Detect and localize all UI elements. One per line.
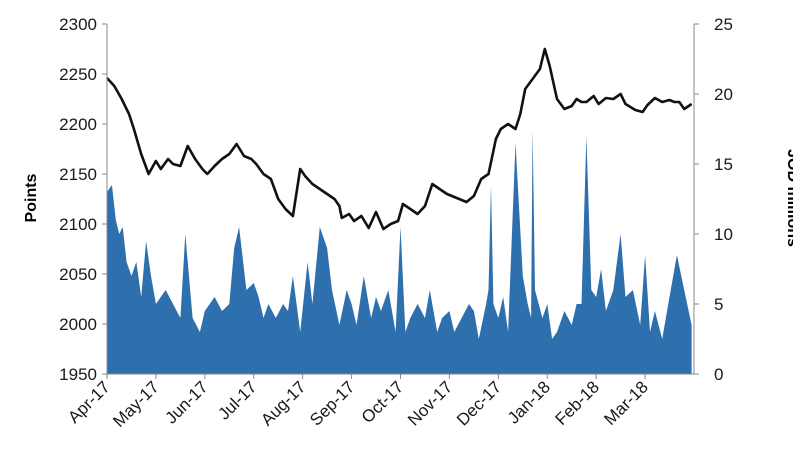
left-tick-label: 2000 [59, 315, 97, 334]
volume-area [107, 129, 692, 374]
left-tick-label: 2100 [59, 215, 97, 234]
right-tick-label: 0 [714, 365, 723, 384]
x-tick-label: Apr-17 [64, 377, 114, 427]
right-axis-title: JOD millions [784, 149, 793, 247]
right-tick-label: 10 [714, 225, 733, 244]
x-tick-label: Aug-17 [257, 377, 309, 429]
x-tick-label: Jun-17 [161, 377, 211, 427]
x-tick-label: Jan-18 [504, 377, 554, 427]
x-tick-label: Sep-17 [306, 377, 358, 429]
left-tick-label: 2050 [59, 265, 97, 284]
left-tick-label: 2200 [59, 115, 97, 134]
left-tick-label: 2300 [59, 15, 97, 34]
x-tick-label: Feb-18 [551, 377, 603, 429]
left-axis-ticks: 1950 2000 2050 2100 2150 2200 2250 2300 [59, 15, 107, 384]
left-axis-title: Points [23, 173, 40, 222]
x-tick-label: Oct-17 [358, 377, 408, 427]
x-tick-label: Mar-18 [600, 377, 652, 429]
index-line [106, 47, 693, 231]
left-tick-label: 2150 [59, 165, 97, 184]
plot-area [106, 47, 693, 374]
x-tick-label: Nov-17 [404, 377, 456, 429]
x-tick-label: Jul-17 [214, 377, 260, 423]
left-tick-label: 2250 [59, 65, 97, 84]
x-tick-label: Dec-17 [453, 377, 505, 429]
left-tick-label: 1950 [59, 365, 97, 384]
right-tick-label: 25 [714, 15, 733, 34]
x-tick-label: May-17 [109, 377, 163, 431]
right-tick-label: 5 [714, 295, 723, 314]
right-axis-ticks: 0 5 10 15 20 25 [694, 15, 733, 384]
right-tick-label: 15 [714, 155, 733, 174]
right-tick-label: 20 [714, 85, 733, 104]
